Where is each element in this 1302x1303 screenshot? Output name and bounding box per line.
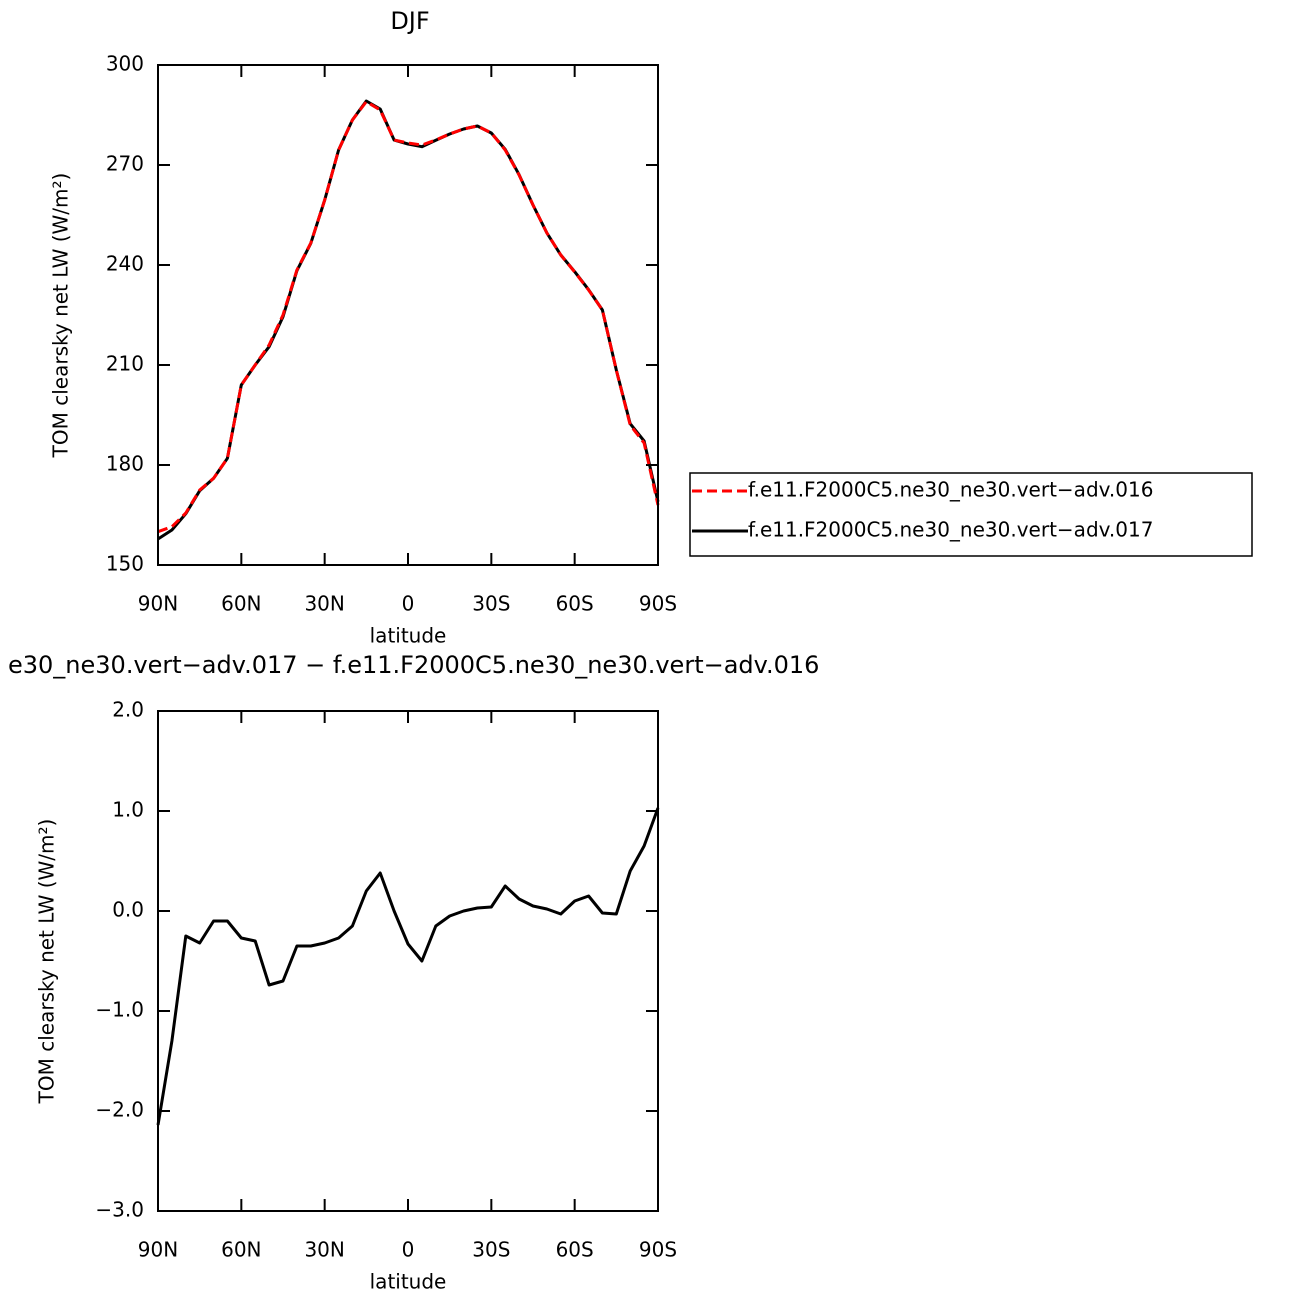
x-tick-label: 0 [402, 592, 415, 616]
data-line [157, 100, 660, 534]
y-tick-label: 180 [106, 452, 144, 476]
x-tick-label: 90N [138, 592, 178, 616]
x-tick-label: 60S [556, 1238, 594, 1262]
y-tick-label: 1.0 [112, 798, 144, 822]
x-tick-label: 90S [639, 592, 677, 616]
legend-box [689, 472, 1253, 557]
x-tick-label: 90S [639, 1238, 677, 1262]
x-tick-label: 90N [138, 1238, 178, 1262]
chart-title: e30_ne30.vert−adv.017 − f.e11.F2000C5.ne… [8, 651, 819, 679]
y-tick-label: 240 [106, 252, 144, 276]
legend-label: f.e11.F2000C5.ne30_ne30.vert−adv.017 [748, 518, 1153, 542]
x-tick-label: 30S [472, 592, 510, 616]
y-tick-label: 0.0 [112, 898, 144, 922]
data-line [156, 807, 660, 1126]
x-tick-label: 0 [402, 1238, 415, 1262]
y-axis-label: TOM clearsky net LW (W/m²) [35, 819, 59, 1105]
legend-label: f.e11.F2000C5.ne30_ne30.vert−adv.016 [748, 478, 1153, 502]
y-tick-label: −3.0 [95, 1198, 144, 1222]
y-tick-label: −2.0 [95, 1098, 144, 1122]
x-tick-label: 60S [556, 592, 594, 616]
y-axis-label: TOM clearsky net LW (W/m²) [49, 173, 73, 459]
chart-title: DJF [390, 7, 429, 35]
x-axis-label: latitude [370, 1270, 447, 1294]
x-axis-label: latitude [370, 624, 447, 648]
x-tick-label: 30N [304, 1238, 344, 1262]
data-line [157, 99, 660, 541]
y-tick-label: −1.0 [95, 998, 144, 1022]
y-tick-label: 150 [106, 552, 144, 576]
plot-frame [157, 710, 659, 1212]
x-tick-label: 30N [304, 592, 344, 616]
y-tick-label: 270 [106, 152, 144, 176]
y-tick-label: 2.0 [112, 698, 144, 722]
y-tick-label: 210 [106, 352, 144, 376]
y-tick-label: 300 [106, 52, 144, 76]
x-tick-label: 60N [221, 1238, 261, 1262]
x-tick-label: 30S [472, 1238, 510, 1262]
x-tick-label: 60N [221, 592, 261, 616]
plot-frame [157, 64, 659, 566]
